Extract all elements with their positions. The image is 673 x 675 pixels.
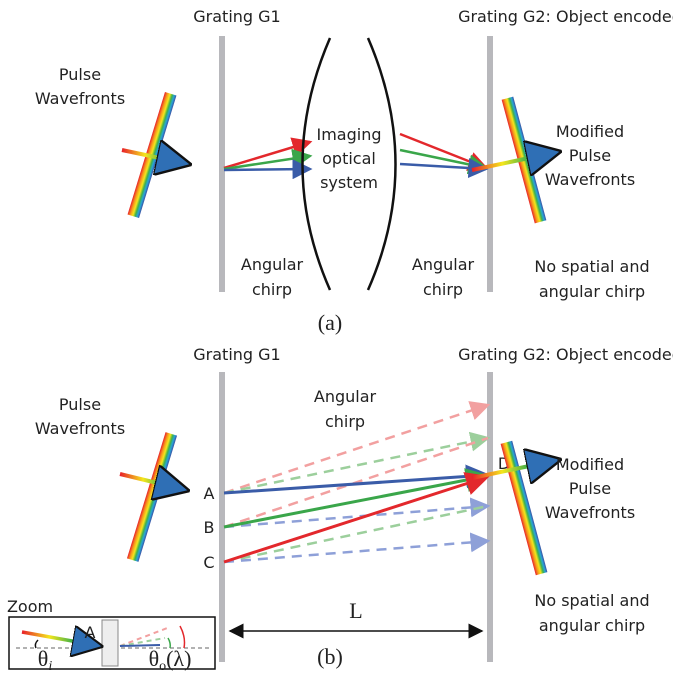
text-part: i [48,659,52,674]
label: No spatial and [534,257,649,276]
label: Modified [556,455,624,474]
ray [224,506,488,527]
distance-label: L [349,598,362,623]
label: Wavefronts [545,503,635,522]
page: Grating diagram {"panel_a": { "grating_g… [0,0,673,675]
pulse-arrow [472,152,558,170]
label: chirp [252,280,292,299]
text-part: o [159,659,166,674]
ray [224,156,310,169]
diagram: Grating G1 Grating G2: Object encoded Pu… [0,0,673,675]
point-label: A [85,623,96,642]
zoom-grating [102,620,118,666]
label: Wavefronts [35,419,125,438]
wavefront [127,432,177,562]
label: chirp [423,280,463,299]
label: system [320,173,378,192]
wavefront [501,441,548,575]
label: No spatial and [534,591,649,610]
ray [224,169,310,170]
label: Grating G1 [193,345,280,364]
label: Pulse [569,146,611,165]
point-label: A [204,484,215,503]
grating-g1 [219,372,225,662]
label: Wavefronts [545,170,635,189]
theta-o: θo(λ) [149,646,192,674]
label: Grating G2: Object encoded [458,345,673,364]
angle-arc [180,626,185,648]
text-part: (λ) [166,646,191,671]
ray [224,541,488,562]
text-part: θ [38,646,49,671]
label: angular chirp [539,616,645,635]
label: Pulse [59,65,101,84]
label: optical [322,149,376,168]
panel-label: (b) [317,644,343,669]
label: chirp [325,412,365,431]
text-part: θ [149,646,160,671]
point-label: C [203,553,214,572]
label: Imaging [316,125,381,144]
label: angular chirp [539,282,645,301]
label: Pulse [59,395,101,414]
panel-label: (a) [318,310,342,335]
grating-g1 [219,36,225,292]
grating-g2 [487,372,493,662]
label: Angular [314,387,377,406]
point-label: B [204,518,215,537]
theta-i: θi [38,646,53,674]
ray [400,134,486,168]
label: Grating G1 [193,7,280,26]
zoom-title: Zoom [7,597,53,616]
label: Modified [556,122,624,141]
label: Wavefronts [35,89,125,108]
ray [120,627,170,646]
body: Grating G1 Grating G2: Object encoded Pu… [0,0,673,675]
label: Pulse [569,479,611,498]
ray [224,142,310,168]
label: Grating G2: Object encoded [458,7,673,26]
label: Angular [241,255,304,274]
label: Angular [412,255,475,274]
